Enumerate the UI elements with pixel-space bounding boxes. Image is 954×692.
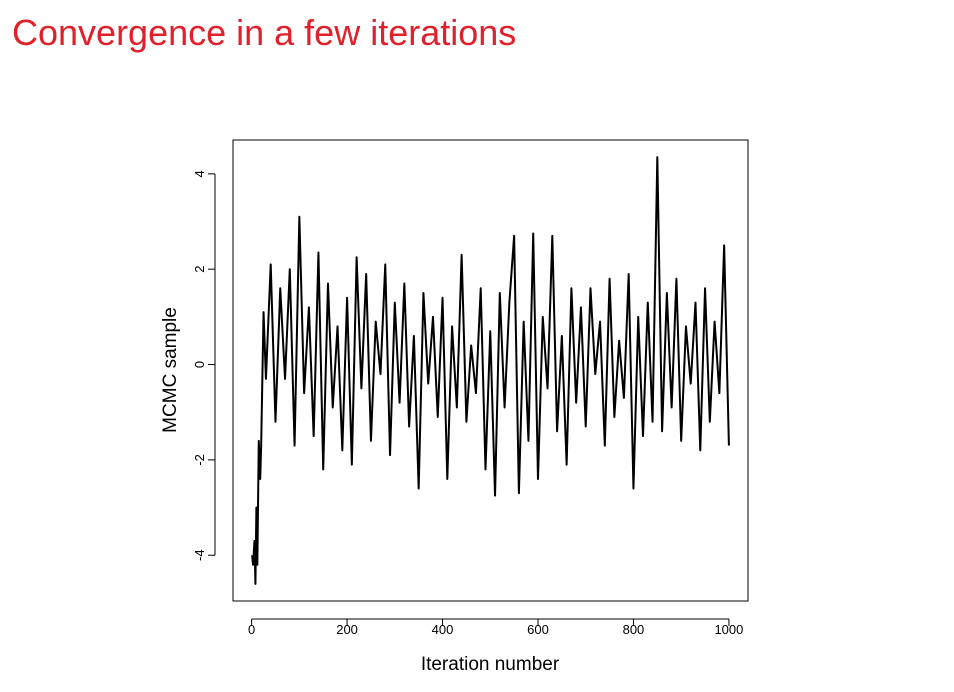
trace-line bbox=[251, 156, 730, 585]
y-tick-label: -4 bbox=[192, 549, 207, 561]
y-tick-label: 4 bbox=[192, 170, 207, 177]
x-tick-label: 0 bbox=[248, 622, 255, 637]
x-axis-label: Iteration number bbox=[421, 654, 560, 675]
plot-frame bbox=[232, 139, 749, 602]
x-tick-label: 1000 bbox=[714, 622, 743, 637]
y-tick-label: 2 bbox=[192, 266, 207, 273]
y-axis-label: MCMC sample bbox=[160, 307, 181, 433]
x-tick-label: 600 bbox=[527, 622, 549, 637]
x-tick-label: 400 bbox=[432, 622, 454, 637]
x-tick-label: 800 bbox=[623, 622, 645, 637]
x-tick-label: 200 bbox=[336, 622, 358, 637]
y-tick-label: 0 bbox=[192, 361, 207, 368]
slide-title: Convergence in a few iterations bbox=[12, 12, 516, 53]
y-tick-label: -2 bbox=[192, 454, 207, 466]
